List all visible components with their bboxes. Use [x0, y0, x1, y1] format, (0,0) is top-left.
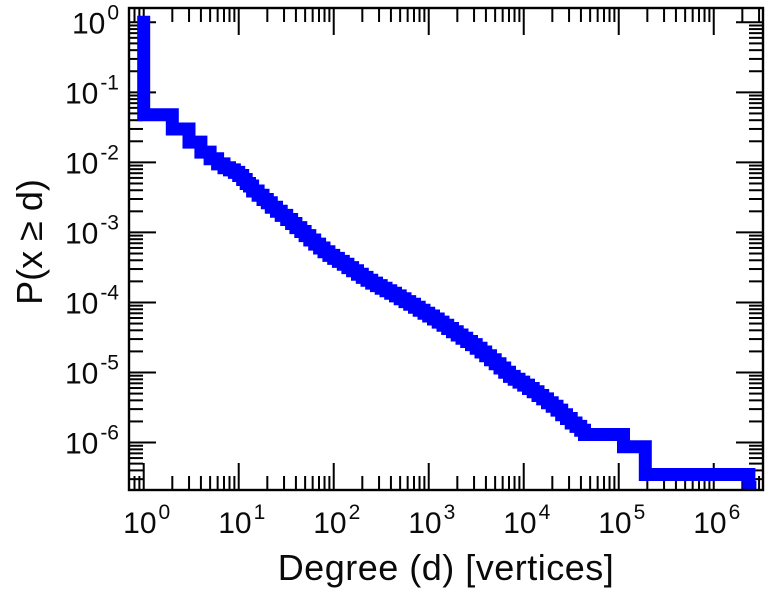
x-tick-label: 104 [503, 501, 550, 540]
x-tick-label: 102 [313, 501, 360, 540]
x-tick-label: 105 [598, 501, 645, 540]
y-axis-label: P(x ≥ d) [9, 179, 50, 305]
ccdf-curve [137, 15, 757, 490]
x-tick-label: 106 [693, 501, 740, 540]
x-tick-label: 100 [123, 501, 170, 540]
y-tick-label: 10-3 [65, 211, 119, 250]
x-axis-label: Degree (d) [vertices] [277, 547, 615, 588]
y-tick-label: 10-2 [65, 141, 119, 180]
y-tick-label: 10-6 [65, 422, 119, 461]
y-tick-label: 10-4 [65, 281, 119, 320]
plot-frame [127, 6, 765, 492]
x-tick-label: 101 [218, 501, 265, 540]
y-tick-label: 10-1 [65, 71, 119, 110]
x-tick-label: 103 [408, 501, 455, 540]
y-tick-label: 10-5 [65, 351, 119, 390]
y-tick-label: 100 [72, 1, 119, 40]
